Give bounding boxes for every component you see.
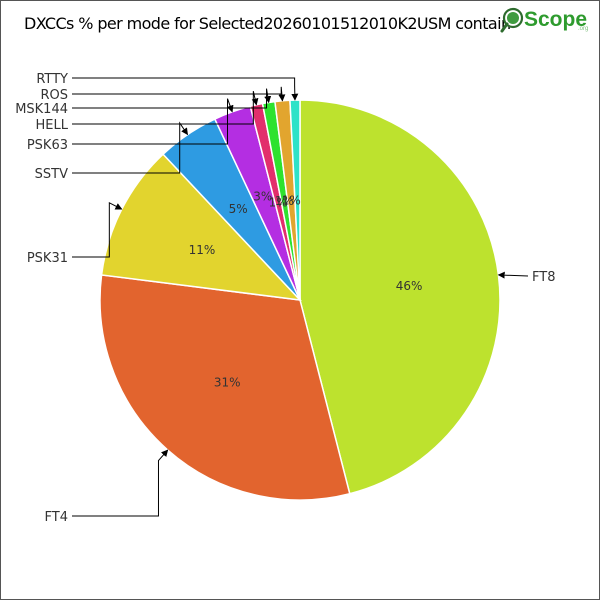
slice-percent-ros: 1%	[282, 193, 301, 207]
callout-line-psk31	[72, 202, 123, 258]
callout-label-psk31: PSK31	[27, 251, 68, 266]
callout-line-psk63	[72, 98, 234, 145]
callout-label-msk144: MSK144	[15, 102, 68, 117]
slice-percent-ft4: 31%	[214, 376, 241, 390]
callout-label-ft8: FT8	[532, 270, 555, 285]
chart-title: DXCCs % per mode for Selected20260101512…	[24, 14, 511, 33]
slice-percent-hell: 1%	[269, 195, 288, 209]
callout-line-ft8	[497, 271, 529, 279]
pie-slices	[99, 99, 501, 501]
callout-line-ros	[72, 86, 286, 102]
callout-line-ft4	[72, 449, 169, 517]
slice-percent-psk63: 3%	[253, 190, 272, 204]
logo-suffix: .org	[578, 26, 588, 32]
callout-label-ft4: FT4	[45, 510, 68, 525]
callout-label-rtty: RTTY	[36, 72, 68, 87]
callout-label-hell: HELL	[36, 118, 69, 133]
callout-line-rtty	[72, 77, 299, 101]
logo-text: Scope	[524, 8, 587, 31]
slice-percent-labels: 46%31%11%5%3%1%1%1%	[189, 190, 423, 390]
slice-percent-msk144: 1%	[275, 194, 294, 208]
slice-percent-ft8: 46%	[396, 279, 423, 293]
slice-percent-psk31: 11%	[189, 243, 216, 257]
callout-label-sstv: SSTV	[35, 167, 68, 182]
callout-line-msk144	[72, 88, 272, 109]
slice-percent-sstv: 5%	[229, 202, 248, 216]
pskscope-logo[interactable]: Scope .org	[500, 6, 590, 36]
callout-label-psk63: PSK63	[27, 138, 68, 153]
magnifier-icon	[500, 7, 524, 33]
callout-line-sstv	[72, 121, 188, 174]
callout-label-ros: ROS	[40, 88, 68, 103]
